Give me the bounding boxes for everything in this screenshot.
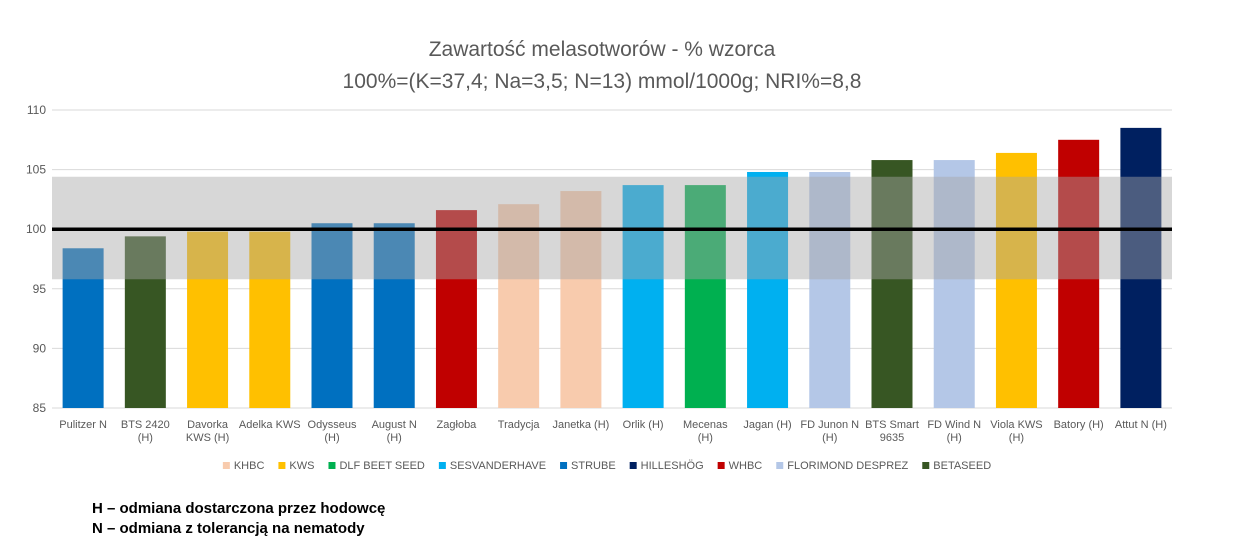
bar-chart: Zawartość melasotworów - % wzorca 100%=(… — [26, 38, 1172, 472]
x-label-5-1: (H) — [387, 432, 402, 444]
chart-title-line-1: Zawartość melasotworów - % wzorca — [429, 38, 776, 61]
legend-label-4: STRUBE — [571, 460, 616, 472]
legend-swatch-1 — [278, 462, 286, 469]
x-label-16-0: Batory (H) — [1054, 419, 1104, 431]
bar-9 — [622, 185, 664, 408]
y-tick-110: 110 — [27, 103, 46, 117]
bar-13 — [871, 160, 913, 408]
bar-14 — [933, 160, 975, 408]
bar-1 — [124, 236, 166, 408]
x-label-13-1: 9635 — [880, 432, 904, 444]
x-label-4-0: Odysseus — [308, 419, 357, 431]
bar-12 — [809, 171, 851, 408]
bars — [62, 127, 1162, 409]
x-label-15-0: Viola KWS — [990, 419, 1042, 431]
legend: KHBC KWS DLF BEET SEED SESVANDERHAVE STRUBE H… — [222, 460, 991, 472]
legend-swatch-5 — [629, 462, 637, 469]
legend-label-8: BETASEED — [933, 460, 991, 472]
x-label-3-0: Adelka KWS — [239, 419, 301, 431]
bar-17 — [1120, 127, 1162, 408]
legend-label-7: FLORIMOND DESPREZ — [787, 460, 908, 472]
legend-swatch-0 — [222, 462, 230, 469]
bar-11 — [747, 171, 789, 408]
x-label-11-0: Jagan (H) — [743, 419, 791, 431]
bar-6 — [435, 210, 477, 408]
legend-swatch-7 — [776, 462, 784, 469]
x-label-1-1: (H) — [138, 432, 153, 444]
x-label-7-0: Tradycja — [498, 419, 541, 431]
y-tick-105: 105 — [26, 163, 46, 177]
x-label-10-1: (H) — [698, 432, 713, 444]
x-label-1-0: BTS 2420 — [121, 419, 170, 431]
bar-5 — [373, 223, 415, 408]
x-label-2-0: Davorka — [187, 419, 229, 431]
bar-3 — [249, 231, 291, 408]
x-label-4-1: (H) — [324, 432, 339, 444]
bar-16 — [1058, 139, 1100, 409]
x-label-17-0: Attut N (H) — [1115, 419, 1167, 431]
bar-2 — [187, 231, 229, 408]
x-label-12-1: (H) — [822, 432, 837, 444]
x-label-5-0: August N — [372, 419, 417, 431]
x-label-10-0: Mecenas — [683, 419, 728, 431]
x-label-13-0: BTS Smart — [865, 419, 919, 431]
footnote-n: N – odmiana z tolerancją na nematody — [92, 520, 365, 537]
x-label-0-0: Pulitzer N — [59, 419, 107, 431]
x-label-15-1: (H) — [1009, 432, 1024, 444]
legend-swatch-2 — [328, 462, 336, 469]
legend-label-1: KWS — [289, 460, 314, 472]
chart-title-line-2: 100%=(K=37,4; Na=3,5; N=13) mmol/1000g; … — [343, 70, 862, 93]
y-tick-85: 85 — [33, 401, 47, 415]
legend-label-3: SESVANDERHAVE — [450, 460, 546, 472]
y-tick-100: 100 — [26, 222, 46, 236]
legend-swatch-4 — [560, 462, 568, 469]
x-label-14-1: (H) — [947, 432, 962, 444]
legend-label-2: DLF BEET SEED — [339, 460, 424, 472]
bar-0 — [62, 248, 104, 408]
bar-4 — [311, 223, 353, 408]
bar-15 — [995, 152, 1037, 408]
x-label-6-0: Zagłoba — [437, 419, 478, 431]
footnote-h: H – odmiana dostarczona przez hodowcę — [92, 500, 386, 517]
legend-label-6: WHBC — [729, 460, 763, 472]
legend-swatch-6 — [717, 462, 725, 469]
y-tick-95: 95 — [33, 282, 47, 296]
bar-7 — [498, 204, 540, 408]
x-label-12-0: FD Junon N — [800, 419, 859, 431]
x-label-2-1: KWS (H) — [186, 432, 229, 444]
x-label-8-0: Janetka (H) — [552, 419, 609, 431]
legend-label-0: KHBC — [234, 460, 265, 472]
legend-label-5: HILLESHÖG — [641, 460, 704, 472]
bar-8 — [560, 191, 602, 408]
bar-10 — [684, 185, 726, 408]
legend-swatch-8 — [922, 462, 930, 469]
legend-swatch-3 — [438, 462, 446, 469]
y-axis-tick-labels: 85 90 95 100 105 110 — [26, 103, 46, 415]
y-tick-90: 90 — [33, 341, 47, 355]
x-label-9-0: Orlik (H) — [623, 419, 664, 431]
x-label-14-0: FD Wind N — [927, 419, 981, 431]
